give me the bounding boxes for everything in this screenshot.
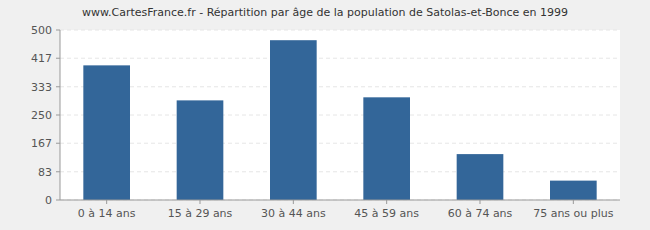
- x-tick: [573, 200, 574, 204]
- category-label: 15 à 29 ans: [168, 207, 233, 220]
- bar: [550, 181, 597, 200]
- plot-area: [60, 30, 620, 200]
- x-tick: [480, 200, 481, 204]
- category-label: 0 à 14 ans: [78, 207, 136, 220]
- grid-line: [60, 115, 620, 116]
- bar: [270, 40, 317, 200]
- grid-line: [60, 171, 620, 172]
- tick-label: 0: [45, 194, 52, 207]
- x-tick: [106, 200, 107, 204]
- tick-mark: [56, 115, 60, 116]
- grid-line: [60, 58, 620, 59]
- bar: [83, 65, 130, 200]
- tick-label: 83: [38, 166, 52, 179]
- grid-line: [60, 143, 620, 144]
- category-label: 75 ans ou plus: [533, 207, 614, 220]
- tick-mark: [56, 86, 60, 87]
- tick-label: 500: [31, 24, 52, 37]
- background: [0, 0, 650, 230]
- bars: [83, 40, 596, 200]
- tick-label: 333: [31, 81, 52, 94]
- x-tick: [386, 200, 387, 204]
- grid-line: [60, 86, 620, 87]
- x-axis: [60, 200, 620, 201]
- chart: www.CartesFrance.fr - Répartition par âg…: [0, 0, 650, 230]
- grid-line: [60, 30, 620, 31]
- bar: [363, 97, 410, 200]
- category-label: 45 à 59 ans: [354, 207, 419, 220]
- tick-label: 417: [31, 52, 52, 65]
- tick-label: 167: [31, 137, 52, 150]
- tick-mark: [56, 30, 60, 31]
- bar: [177, 100, 224, 200]
- tick-mark: [56, 171, 60, 172]
- tick-label: 250: [31, 109, 52, 122]
- category-label: 30 à 44 ans: [261, 207, 326, 220]
- x-tick: [200, 200, 201, 204]
- y-axis: [60, 30, 61, 200]
- bar: [457, 154, 504, 200]
- tick-mark: [56, 143, 60, 144]
- x-tick: [293, 200, 294, 204]
- tick-mark: [56, 58, 60, 59]
- grid-line: [60, 200, 620, 201]
- category-label: 60 à 74 ans: [448, 207, 513, 220]
- title: www.CartesFrance.fr - Répartition par âg…: [82, 6, 568, 19]
- tick-mark: [56, 200, 60, 201]
